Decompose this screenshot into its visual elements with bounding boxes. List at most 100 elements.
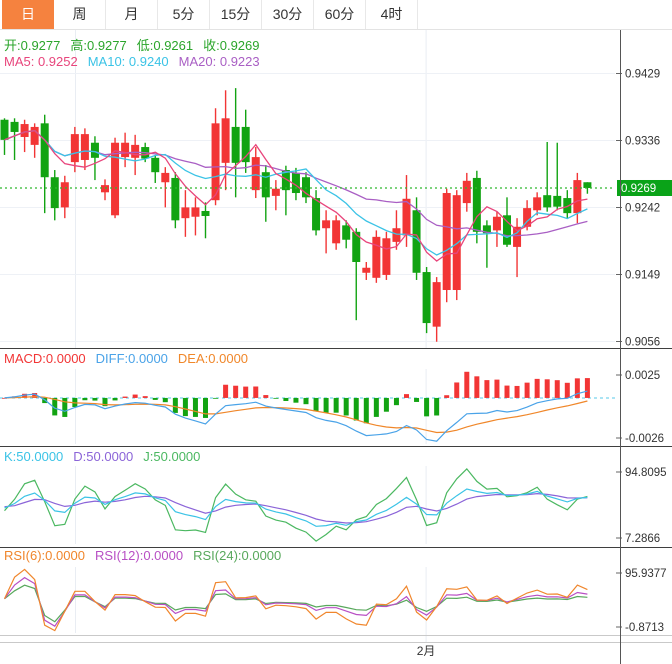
macd-histogram-bar xyxy=(353,397,359,421)
macd-histogram-bar xyxy=(213,397,219,399)
kdj-value-2: J:50.0000 xyxy=(143,449,201,464)
candle-body xyxy=(472,177,481,232)
macd-histogram-bar xyxy=(243,386,249,398)
kdj-readout: K:50.0000 D:50.0000 J:50.0000 xyxy=(4,450,210,464)
macd-histogram-bar xyxy=(62,397,68,417)
macd-histogram-bar xyxy=(464,371,470,398)
ma-value-1: MA10: 0.9240 xyxy=(87,54,169,69)
candle-body xyxy=(513,226,522,247)
macd-histogram-bar xyxy=(313,397,319,412)
tab-timeframe-4[interactable]: 15分 xyxy=(210,0,262,29)
candle-body xyxy=(573,180,582,214)
close-price-badge xyxy=(617,179,672,196)
candle-body xyxy=(412,210,421,273)
candle-body xyxy=(201,210,210,217)
chart-plot-area[interactable] xyxy=(0,30,615,635)
ma10-line xyxy=(4,130,588,256)
macd-histogram-bar xyxy=(474,376,480,398)
candle-body xyxy=(281,170,290,191)
candle-body xyxy=(291,172,300,194)
tab-timeframe-7[interactable]: 4时 xyxy=(366,0,418,29)
candle-body xyxy=(121,142,130,158)
macd-histogram-bar xyxy=(102,397,108,407)
macd-histogram-bar xyxy=(273,397,279,399)
close-price-badge-label: 0.9269 xyxy=(621,183,656,195)
candle-body xyxy=(80,134,89,160)
candle-body xyxy=(402,198,411,236)
dea-line xyxy=(4,395,588,434)
candle-body xyxy=(432,282,441,327)
tab-timeframe-3[interactable]: 5分 xyxy=(158,0,210,29)
y-axis-tick-label: 0.9242 xyxy=(625,203,660,215)
macd-histogram-bar xyxy=(152,397,158,400)
macd-histogram-bar xyxy=(112,397,118,401)
candle-body xyxy=(482,225,491,234)
rsi-readout: RSI(6):0.0000 RSI(12):0.0000 RSI(24):0.000… xyxy=(4,549,291,563)
macd-histogram-bar xyxy=(404,394,409,398)
candle-body xyxy=(111,142,120,216)
rsi6-line xyxy=(3,568,588,632)
macd-histogram-bar xyxy=(524,382,530,398)
candle-body xyxy=(492,216,501,231)
macd-histogram-bar xyxy=(233,385,239,398)
macd-histogram-bar xyxy=(203,397,208,418)
macd-histogram-bar xyxy=(333,397,339,413)
tab-timeframe-6[interactable]: 60分 xyxy=(314,0,366,29)
macd-histogram-bar xyxy=(172,397,178,413)
candle-body xyxy=(20,124,29,137)
candle-body xyxy=(261,172,270,198)
x-axis-month-label: 2月 xyxy=(417,644,436,658)
kdj-value-1: D:50.0000 xyxy=(73,449,134,464)
macd-histogram-bar xyxy=(373,397,379,417)
tab-timeframe-0[interactable]: 日 xyxy=(2,0,54,29)
candle-body xyxy=(543,195,552,208)
candle-body xyxy=(171,177,180,221)
y-axis-tick-label: 0.0025 xyxy=(625,370,660,382)
macd-histogram-bar xyxy=(263,395,269,398)
macd-histogram-bar xyxy=(323,397,329,413)
macd-histogram-bar xyxy=(122,396,128,398)
candle-body xyxy=(50,177,59,209)
candle-body xyxy=(271,188,280,196)
macd-histogram-bar xyxy=(494,379,500,398)
tab-timeframe-1[interactable]: 周 xyxy=(54,0,106,29)
y-axis-tick-label: 94.8095 xyxy=(625,467,667,479)
ohlc-value-2: 低:0.9261 xyxy=(136,38,194,53)
macd-histogram-bar xyxy=(383,397,389,412)
ma-value-0: MA5: 0.9252 xyxy=(4,54,78,69)
candle-body xyxy=(251,157,260,191)
ma-readout: MA5: 0.9252 MA10: 0.9240 MA20: 0.9223 xyxy=(4,55,270,69)
ma20-line xyxy=(4,130,588,237)
candle-body xyxy=(553,195,562,207)
candle-body xyxy=(583,182,592,188)
candle-body xyxy=(452,195,461,291)
rsi-value-2: RSI(24):0.0000 xyxy=(193,548,282,563)
candle-body xyxy=(342,225,351,240)
tab-timeframe-5[interactable]: 30分 xyxy=(262,0,314,29)
j-line xyxy=(4,468,588,542)
macd-histogram-bar xyxy=(484,380,490,398)
candle-body xyxy=(533,197,542,211)
ohlc-readout: 开:0.9277 高:0.9277 低:0.9261 收:0.9269 xyxy=(4,39,270,53)
candle-body xyxy=(161,172,170,183)
k-line xyxy=(4,488,588,527)
y-axis-tick-label: -0.8713 xyxy=(625,622,664,634)
ohlc-value-3: 收:0.9269 xyxy=(203,38,260,53)
macd-histogram-bar xyxy=(584,378,590,398)
macd-histogram-bar xyxy=(554,380,560,398)
y-axis-tick-label: 0.9336 xyxy=(625,136,660,148)
candle-body xyxy=(302,177,310,198)
y-axis-tick-label: 0.9056 xyxy=(625,337,660,349)
candle-body xyxy=(191,207,200,217)
macd-histogram-bar xyxy=(182,397,188,417)
ohlc-value-0: 开:0.9277 xyxy=(4,38,61,53)
candle-body xyxy=(241,126,250,163)
ohlc-value-1: 高:0.9277 xyxy=(70,38,127,53)
candle-body xyxy=(462,180,471,204)
candle-body xyxy=(101,185,109,193)
macd-histogram-bar xyxy=(303,397,309,405)
tab-timeframe-2[interactable]: 月 xyxy=(106,0,158,29)
candle-body xyxy=(382,238,391,275)
macd-histogram-bar xyxy=(414,397,420,402)
rsi12-line xyxy=(4,576,588,628)
